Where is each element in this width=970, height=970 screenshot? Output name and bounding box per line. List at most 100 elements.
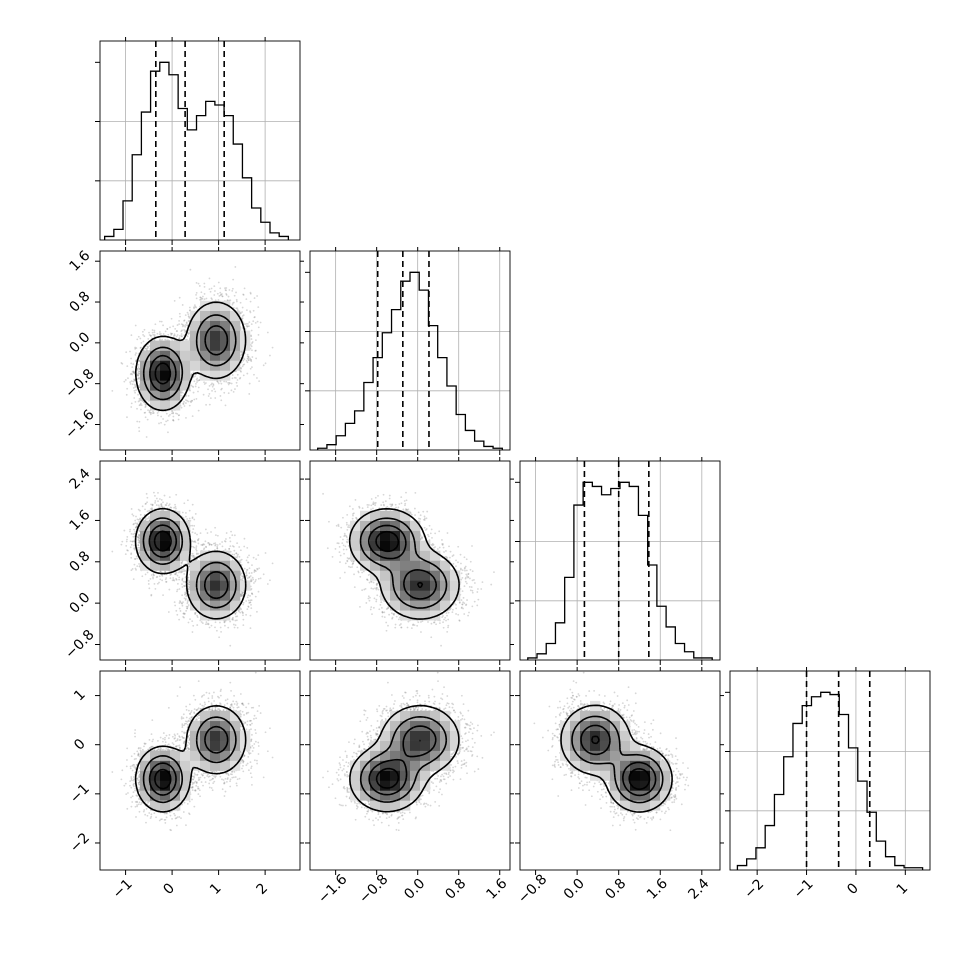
scatter-point [200,298,203,301]
scatter-point [130,380,133,382]
scatter-point [170,412,173,415]
scatter-point [149,335,152,337]
scatter-point [225,294,228,296]
scatter-point [235,307,238,310]
scatter-point [197,409,200,412]
scatter-point [245,298,248,301]
scatter-point [165,420,168,423]
scatter-point [157,414,159,417]
scatter-point [185,321,188,324]
scatter-point [198,379,201,382]
scatter-point [251,341,254,343]
scatter-point [165,412,168,415]
scatter-point [140,404,143,407]
scatter-point [178,337,181,339]
scatter-point [136,369,139,371]
scatter-point [137,377,139,380]
scatter-point [240,370,242,373]
scatter-point [227,392,230,395]
scatter-point [240,350,243,353]
scatter-point [186,338,188,341]
scatter-point [188,306,191,309]
scatter-point [193,380,196,383]
scatter-point [136,407,138,410]
scatter-point [193,398,196,401]
scatter-point [189,309,191,312]
scatter-point [144,403,147,406]
scatter-point [241,365,244,368]
scatter-point [230,389,233,392]
scatter-point [130,362,133,365]
scatter-point [140,408,142,411]
scatter-point [219,294,222,297]
scatter-point [135,352,137,355]
scatter-point [196,377,199,380]
scatter-point [228,381,231,384]
scatter-point [178,312,181,315]
scatter-point [221,295,224,298]
scatter-point [211,382,213,385]
scatter-point [242,314,245,316]
scatter-point [138,426,140,429]
scatter-point [137,374,140,377]
scatter-point [137,400,140,403]
scatter-point [139,402,142,405]
hist-step-2 [527,481,713,660]
panel-frame [519,460,721,661]
scatter-point [120,362,123,364]
scatter-point [248,321,251,324]
scatter-point [180,330,183,333]
scatter-point [257,333,260,336]
scatter-point [195,398,198,400]
scatter-point [250,338,253,340]
scatter-point [239,312,242,314]
scatter-point [217,298,220,301]
scatter-point [180,323,183,326]
scatter-point [157,410,160,413]
hist-step-3 [736,691,924,870]
scatter-point [144,405,147,408]
scatter-point [240,351,243,354]
scatter-point [233,376,236,379]
scatter-point [181,304,184,306]
scatter-point [235,370,237,373]
scatter-point [160,320,163,323]
scatter-point [250,345,253,348]
scatter-point [178,296,181,299]
scatter-point [208,277,211,280]
scatter-point [197,379,199,382]
scatter-point [199,298,201,301]
scatter-point [142,340,145,343]
scatter-point [220,399,223,402]
scatter-point [217,382,220,385]
scatter-point [130,334,133,337]
x-tick-label: 1 [894,880,912,898]
scatter-point [235,381,238,384]
scatter-point [241,317,244,320]
scatter-point [205,382,207,384]
scatter-point [158,422,160,425]
scatter-point [190,373,193,376]
scatter-point [142,333,144,336]
scatter-point [211,389,213,392]
scatter-point [264,362,267,365]
scatter-point [188,317,191,319]
scatter-point [132,371,135,374]
scatter-point [179,315,181,318]
scatter-point [203,381,205,384]
scatter-point [224,404,227,407]
scatter-point [231,303,234,306]
scatter-point [136,374,139,377]
scatter-point [138,377,141,380]
scatter-point [193,304,196,307]
scatter-point [181,329,184,332]
scatter-point [253,297,256,299]
scatter-point [145,436,148,438]
scatter-point [160,415,163,418]
scatter-point [182,402,185,405]
scatter-point [246,361,249,364]
scatter-point [172,419,175,421]
scatter-point [212,383,215,386]
scatter-point [152,410,154,413]
scatter-point [212,384,215,387]
